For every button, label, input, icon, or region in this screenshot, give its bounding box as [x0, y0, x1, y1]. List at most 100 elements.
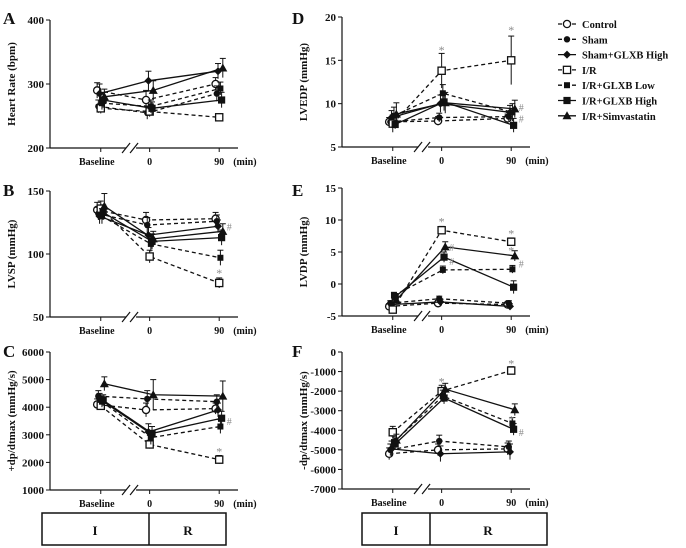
- panel-b-ytick-label: 150: [28, 186, 45, 198]
- panel-f-y-axis-label: -dp/dtmax (mmHg/s): [298, 371, 310, 470]
- panel-c-series-i-r-simvastatin: [99, 376, 228, 412]
- phase-box-right-reperfusion: R: [483, 523, 493, 538]
- panel-f-point-i-r-simvastatin-1: [440, 384, 450, 393]
- panel-d-point-i-r-simvastatin-2: [510, 104, 520, 113]
- panel-a-letter: A: [3, 9, 16, 28]
- panel-b-y-axis-label: LVSP (mmHg): [6, 219, 18, 288]
- legend-item-control: Control: [558, 19, 617, 31]
- panel-a: A 200 300 400 Baseline 0 90 (min) Heart Rate (bp…: [3, 9, 257, 168]
- panel-a-xtick-label: Baseline: [79, 157, 115, 168]
- panel-f-xtick-label: 0: [439, 498, 444, 509]
- legend-marker-i-r-glxb-high: [563, 96, 571, 105]
- panel-c-point-i-r-1: [145, 440, 154, 449]
- panel-d-letter: D: [292, 9, 304, 28]
- panel-c-series-i-r: [96, 401, 224, 464]
- panel-f-ytick-label: -2000: [310, 386, 336, 398]
- panel-f-ytick-label: -3000: [310, 406, 336, 418]
- phase-box-left-reperfusion: R: [183, 523, 193, 538]
- panel-a-axis-break-1: [121, 142, 131, 154]
- panel-c-series-line-sham: [98, 395, 217, 403]
- legend-item-i-r-glxb-high: I/R+GLXB High: [558, 97, 657, 108]
- panel-c-letter: C: [3, 342, 15, 361]
- panel-a-xtick-label: 0: [147, 157, 152, 168]
- panel-f-ytick-label: -5000: [310, 445, 336, 457]
- panel-f-series-i-r-glxb-low: [390, 389, 516, 448]
- panel-a-point-i-r-simvastatin-1: [148, 85, 158, 94]
- panel-f-series-sham-glxb-high: [387, 440, 514, 462]
- panel-a-series-line-sham-glxb-high: [99, 70, 219, 95]
- legend-label-i-r-glxb-high: I/R+GLXB High: [582, 97, 657, 108]
- panel-a-point-i-r-simvastatin-0: [99, 92, 109, 101]
- panel-a-point-sham-2: [213, 90, 220, 97]
- panel-f-ytick-label: -6000: [310, 464, 336, 476]
- legend-item-i-r: I/R: [558, 65, 597, 77]
- panel-a-x-unit-label: (min): [233, 157, 256, 168]
- panel-e-series-i-r-glxb-low: [390, 264, 516, 299]
- panel-b-series-control: [92, 201, 220, 228]
- panel-e-xtick-label: Baseline: [371, 325, 407, 336]
- panel-d-point-i-r-glxb-high-0: [391, 120, 399, 129]
- legend-label-sham: Sham: [582, 35, 608, 46]
- panel-c-significance-mark-1: *: [216, 444, 222, 458]
- phase-box-left: I R: [41, 512, 227, 546]
- panel-a-xtick-label: 90: [214, 157, 224, 168]
- legend-item-i-r-simvastatin: I/R+Simvastatin: [558, 111, 656, 123]
- panel-d-point-sham-1: [436, 114, 443, 121]
- panel-d-series-sham: [387, 111, 512, 127]
- panel-f-point-sham-1: [436, 437, 443, 445]
- panel-a-y-axis-label: Heart Rate (bpm): [6, 42, 18, 126]
- panel-b-significance-mark-0: #: [227, 222, 232, 233]
- panel-e-xtick-label: 0: [439, 325, 444, 336]
- panel-f-axis-break-2: [421, 483, 431, 495]
- panel-a-point-i-r-2: [214, 113, 224, 122]
- panel-e-ytick-label: -5: [327, 311, 337, 323]
- panel-a-ytick-label: 400: [28, 15, 45, 27]
- panel-a-axis-break-2: [129, 142, 139, 154]
- panel-e-significance-mark-5: *: [508, 244, 514, 258]
- panel-d-ytick-label: 5: [331, 142, 337, 154]
- panel-d-series-line-control: [389, 117, 508, 123]
- panel-a-point-i-r-glxb-high-1: [148, 104, 156, 112]
- panel-d-series-line-i-r-simvastatin: [396, 102, 515, 115]
- legend-marker-i-r-simvastatin: [562, 111, 572, 120]
- panel-c-xtick-label: 90: [214, 499, 224, 510]
- panel-f-point-sham-glxb-high-1: [436, 449, 445, 458]
- panel-f-significance-mark-1: *: [508, 357, 514, 371]
- panel-e-significance-mark-4: #: [519, 260, 524, 271]
- panel-a-point-i-r-glxb-high-2: [218, 96, 226, 104]
- panel-a-series-i-r-simvastatin: [99, 57, 228, 105]
- panel-f: F -7000 -6000 -5000 -4000 -3000 -2000 -1000 0 Bas…: [292, 342, 549, 509]
- panel-d-x-unit-label: (min): [525, 156, 548, 167]
- panel-d-significance-mark-0: *: [439, 43, 445, 57]
- panel-e-axis-break-1: [413, 310, 423, 322]
- panel-f-ytick-label: -1000: [310, 367, 336, 379]
- panel-f-point-i-r-glxb-high-0: [391, 440, 399, 448]
- panel-c-axis-break-2: [129, 484, 139, 496]
- panel-c-series-sham: [95, 390, 220, 409]
- panel-f-point-i-r-simvastatin-0: [391, 435, 401, 444]
- panel-b-letter: B: [3, 181, 14, 200]
- panel-b-series-line-control: [97, 209, 216, 221]
- panel-c-point-control-1: [141, 405, 151, 415]
- panel-c-series-i-r-glxb-low: [98, 395, 224, 445]
- panel-d-series-i-r-simvastatin: [391, 91, 520, 126]
- panel-c-series-line-i-r-glxb-high: [102, 399, 222, 435]
- phase-box-right-frame: [361, 512, 548, 546]
- panel-f-ytick-label: 0: [331, 347, 337, 359]
- panel-e-series-i-r-simvastatin: [391, 241, 520, 304]
- legend-marker-control: [562, 19, 572, 29]
- panel-d-point-i-r-1: [437, 66, 446, 75]
- panel-d-series-line-i-r-glxb-low: [393, 92, 513, 117]
- panel-c-ytick-label: 5000: [22, 375, 45, 387]
- panel-d-series-line-i-r: [392, 59, 512, 125]
- panel-e-xtick-label: 90: [506, 325, 516, 336]
- panel-b-point-i-r-1: [145, 252, 154, 261]
- legend-label-i-r: I/R: [582, 66, 597, 77]
- panel-c-series-line-i-r: [100, 405, 220, 461]
- panel-c-ytick-label: 6000: [22, 347, 45, 359]
- legend-label-sham-glxb-high: Sham+GLXB High: [582, 51, 668, 62]
- panel-d-significance-mark-2: #: [519, 103, 524, 114]
- panel-c-point-i-r-glxb-high-0: [99, 396, 107, 404]
- panel-e-series-line-i-r-simvastatin: [395, 246, 515, 301]
